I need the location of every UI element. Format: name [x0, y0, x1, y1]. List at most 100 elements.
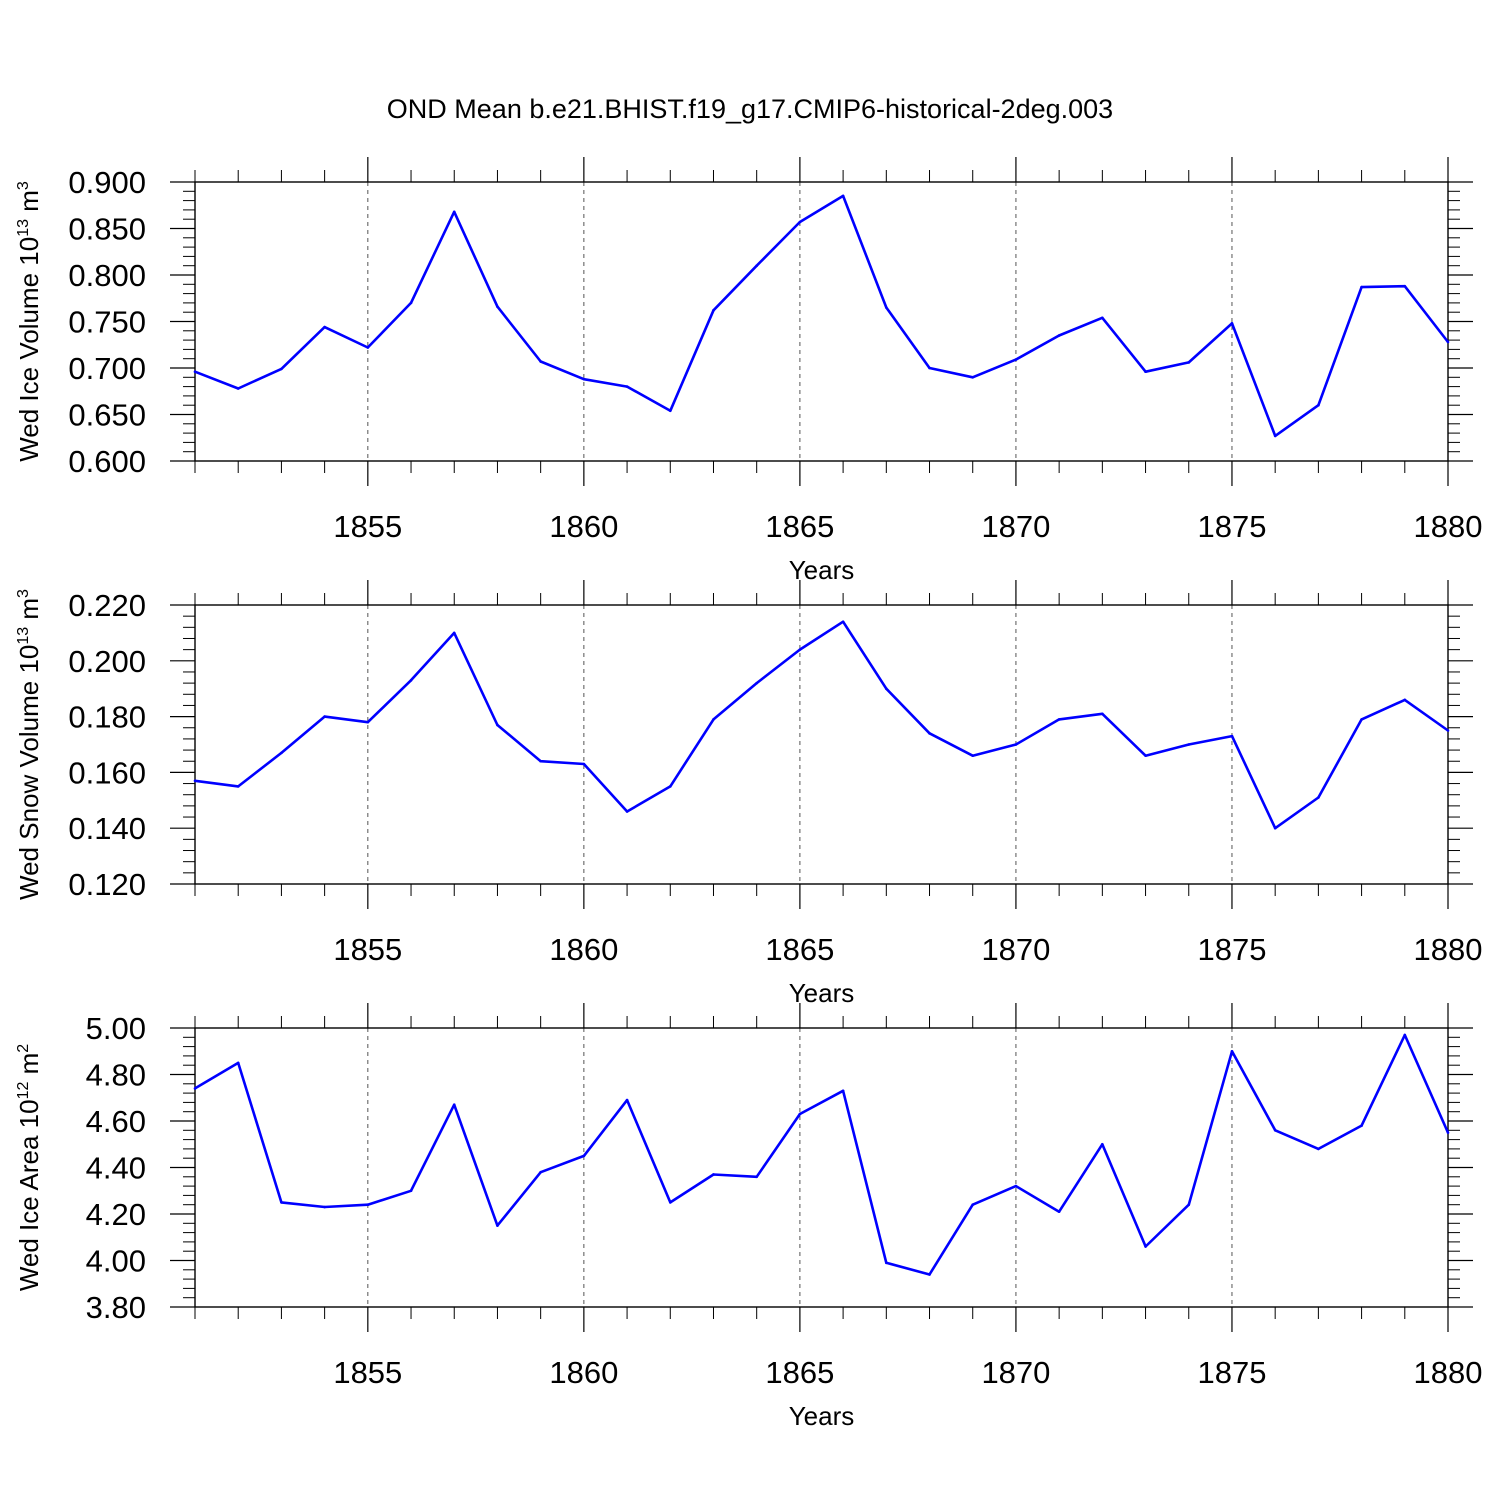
- panel-1-xtick-label: 1865: [765, 509, 834, 544]
- panel-2-data-point: [1144, 754, 1147, 757]
- panel-3-ytick-label: 5.00: [86, 1011, 146, 1046]
- panel-1-data-point: [668, 409, 672, 413]
- panel-3-data-point: [280, 1201, 283, 1204]
- panel-2-data-point: [1101, 712, 1104, 716]
- panel-2-ytick-label: 0.200: [68, 644, 146, 679]
- panel-1-ytick-label: 0.700: [68, 351, 146, 386]
- panel-1-ytick-label: 0.850: [68, 212, 146, 247]
- panel-3-xtick-label: 1870: [981, 1355, 1050, 1390]
- panel-3-xtick-label: 1875: [1197, 1355, 1266, 1390]
- panel-1-data-point: [1230, 322, 1234, 325]
- panel-1-data-point: [1187, 361, 1191, 364]
- panel-2-xtick-label: 1865: [765, 932, 834, 967]
- panel-1-data-point: [1014, 358, 1018, 361]
- panel-1-data-point: [496, 305, 499, 308]
- panel-3-data-point: [1101, 1142, 1104, 1146]
- panel-3-ytick-label: 4.80: [86, 1058, 146, 1093]
- panel-2-data-point: [1273, 826, 1277, 830]
- panel-2-data-point: [1360, 718, 1363, 721]
- panel-3-data-point: [409, 1189, 413, 1193]
- panel-2-data-point: [409, 679, 413, 682]
- panel-2-y-axis-label: Wed Snow Volume 1013 m3: [14, 589, 44, 900]
- panel-1-plot-frame: [194, 181, 1449, 462]
- panel-1-xtick-label: 1880: [1414, 509, 1483, 544]
- panel-1-data-point: [971, 376, 975, 379]
- panel-1-data-point: [452, 210, 456, 214]
- panel-1-ytick-label: 0.800: [68, 258, 146, 293]
- panel-3-xtick-label: 1860: [549, 1355, 618, 1390]
- panel-2-ytick-label: 0.220: [68, 588, 146, 623]
- panel-1-data-point: [1057, 334, 1061, 337]
- panel-2-xtick-label: 1870: [981, 932, 1050, 967]
- panel-1-data-point: [409, 301, 413, 305]
- panel-3-data-point: [496, 1224, 499, 1227]
- panel-1-ytick-label: 0.750: [68, 305, 146, 340]
- panel-3-data-point: [1446, 1131, 1450, 1134]
- panel-3-data-point: [1317, 1147, 1320, 1151]
- panel-2-data-point: [366, 720, 370, 724]
- panel-1-data-point: [582, 377, 586, 381]
- panel-1-data-point: [1101, 316, 1104, 320]
- panel-3-plot-frame: [194, 1027, 1449, 1308]
- panel-3-data-point: [841, 1089, 845, 1093]
- panel-3-xtick-label: 1865: [765, 1355, 834, 1390]
- panel-3-data-point: [1230, 1049, 1234, 1053]
- panel-3-data-point: [798, 1112, 802, 1116]
- panel-2-xtick-label: 1860: [549, 932, 618, 967]
- panel-2-data-point: [928, 732, 931, 735]
- panel-3-data-point: [193, 1087, 197, 1090]
- panel-2-data-point: [193, 779, 197, 783]
- panel-3-xtick-label: 1880: [1414, 1355, 1483, 1390]
- panel-3-x-axis-label: Years: [789, 1401, 855, 1431]
- panel-2-data-point: [755, 681, 758, 685]
- panel-3-data-point: [712, 1173, 715, 1176]
- panel-1-data-point: [712, 309, 715, 312]
- panel-2-data-point: [1057, 718, 1061, 721]
- panel-2-ytick-label: 0.140: [68, 811, 146, 846]
- panel-3-data-point: [1273, 1129, 1277, 1132]
- panel-2-data-point: [971, 754, 975, 757]
- panel-1-data-point: [1446, 340, 1450, 344]
- figure-title: OND Mean b.e21.BHIST.f19_g17.CMIP6-histo…: [387, 94, 1113, 124]
- panel-2-data-point: [1187, 743, 1191, 746]
- panel-1-data-point: [1144, 370, 1147, 374]
- panel-3-data-point: [755, 1175, 758, 1179]
- panel-2-data-point: [1317, 796, 1320, 799]
- panel-3-data-point: [1187, 1203, 1191, 1206]
- panel-1-series-line: [194, 194, 1450, 438]
- panel-1-xtick-label: 1875: [1197, 509, 1266, 544]
- panel-3-series-line: [194, 1033, 1450, 1276]
- panel-3-data-point: [366, 1203, 370, 1206]
- panel-2-data-point: [496, 723, 499, 727]
- panel-2-data-point: [885, 687, 888, 690]
- panel-2-ytick-label: 0.120: [68, 867, 146, 902]
- panel-3-data-point: [539, 1170, 542, 1174]
- panel-2-xtick-label: 1880: [1414, 932, 1483, 967]
- panel-3-data-point: [323, 1205, 326, 1209]
- panel-3-data-point: [885, 1261, 888, 1265]
- panel-3-data-point: [928, 1273, 931, 1276]
- panel-1-xtick-label: 1860: [549, 509, 618, 544]
- panel-2-data-point: [236, 785, 240, 788]
- panel-2-data-point: [280, 751, 283, 755]
- panel-2-x-axis-label: Years: [789, 978, 855, 1008]
- panel-2-plot-frame: [194, 604, 1449, 885]
- panel-1-data-point: [841, 194, 845, 198]
- panel-3-ytick-label: 4.60: [86, 1104, 146, 1139]
- panel-1-x-axis-label: Years: [789, 555, 855, 585]
- panel-3-data-point: [971, 1203, 975, 1206]
- panel-1-ytick-label: 0.650: [68, 398, 146, 433]
- panel-1-data-point: [1403, 284, 1407, 288]
- panel-2-data-point: [668, 785, 672, 788]
- panel-3-data-point: [236, 1061, 240, 1065]
- panel-2-xtick-label: 1855: [333, 932, 402, 967]
- panel-3-xtick-label: 1855: [333, 1355, 402, 1390]
- panel-2-data-point: [798, 648, 802, 651]
- panel-3-data-point: [1360, 1124, 1363, 1127]
- panel-2-data-point: [582, 762, 586, 766]
- panel-3-ytick-label: 3.80: [86, 1290, 146, 1325]
- panel-2-data-point: [323, 715, 326, 718]
- panel-2-ytick-label: 0.160: [68, 755, 146, 790]
- panel-2-ytick-label: 0.180: [68, 700, 146, 735]
